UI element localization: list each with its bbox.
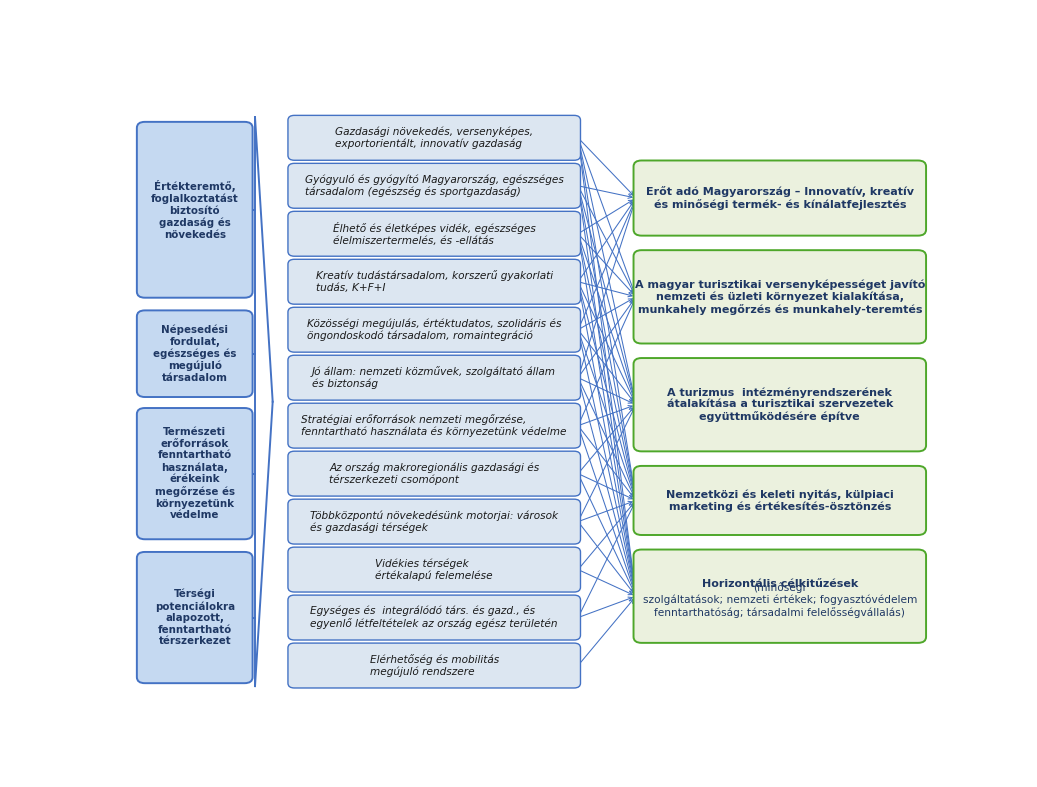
Text: Élhető és életképes vidék, egészséges
élelmiszertermelés, és -ellátás: Élhető és életképes vidék, egészséges él…	[333, 222, 536, 246]
FancyBboxPatch shape	[288, 643, 581, 688]
Text: Közösségi megújulás, értéktudatos, szolidáris és
öngondoskodó társadalom, romain: Közösségi megújulás, értéktudatos, szoli…	[307, 319, 561, 341]
FancyBboxPatch shape	[288, 595, 581, 640]
Text: Elérhetőség és mobilitás
megújuló rendszere: Elérhetőség és mobilitás megújuló rendsz…	[369, 654, 499, 677]
FancyBboxPatch shape	[288, 403, 581, 448]
Text: Az ország makroregionális gazdasági és
térszerkezeti csomópont: Az ország makroregionális gazdasági és t…	[329, 462, 539, 485]
Text: (minőségi
szolgáltatások; nemzeti értékek; fogyasztóvédelem
fenntarthatóság; tár: (minőségi szolgáltatások; nemzeti értéke…	[643, 582, 917, 618]
FancyBboxPatch shape	[634, 161, 926, 235]
Text: Többközpontú növekedésünk motorjai: városok
és gazdasági térségek: Többközpontú növekedésünk motorjai: váro…	[310, 510, 558, 533]
FancyBboxPatch shape	[634, 250, 926, 343]
Text: Népesedési
fordulat,
egészséges és
megújuló
társadalom: Népesedési fordulat, egészséges és megúj…	[153, 325, 236, 382]
FancyBboxPatch shape	[288, 164, 581, 209]
Text: Nemzetközi és keleti nyitás, külpiaci
marketing és értékesítés-ösztönzés: Nemzetközi és keleti nyitás, külpiaci ma…	[666, 489, 894, 512]
Text: A turizmus  intézményrendszerének
átalakítása a turisztikai szervezetek
együttmű: A turizmus intézményrendszerének átalakí…	[667, 387, 893, 422]
FancyBboxPatch shape	[288, 259, 581, 305]
FancyBboxPatch shape	[288, 499, 581, 544]
FancyBboxPatch shape	[137, 408, 253, 539]
FancyBboxPatch shape	[634, 466, 926, 535]
FancyBboxPatch shape	[288, 547, 581, 592]
Text: Jó állam: nemzeti közművek, szolgáltató állam
és biztonság: Jó állam: nemzeti közművek, szolgáltató …	[312, 366, 556, 390]
FancyBboxPatch shape	[288, 307, 581, 352]
Text: Kreatív tudástársadalom, korszerű gyakorlati
tudás, K+F+I: Kreatív tudástársadalom, korszerű gyakor…	[315, 271, 553, 293]
Text: Vidékies térségek
értékalapú felemelése: Vidékies térségek értékalapú felemelése	[375, 558, 493, 581]
Text: Természeti
erőforrások
fenntartható
használata,
érékeink
megőrzése és
környezetü: Természeti erőforrások fenntartható hasz…	[155, 427, 234, 520]
Text: Erőt adó Magyarország – Innovatív, kreatív
és minőségi termék- és kínálatfejlesz: Erőt adó Magyarország – Innovatív, kreat…	[646, 187, 914, 210]
Text: A magyar turisztikai versenyképességet javító
nemzeti és üzleti környezet kialak: A magyar turisztikai versenyképességet j…	[635, 279, 925, 315]
FancyBboxPatch shape	[137, 552, 253, 683]
FancyBboxPatch shape	[288, 451, 581, 496]
FancyBboxPatch shape	[634, 549, 926, 643]
Text: Gyógyuló és gyógyító Magyarország, egészséges
társadalom (egészség és sportgazda: Gyógyuló és gyógyító Magyarország, egész…	[305, 175, 564, 197]
Text: Térségi
potenciálokra
alapozott,
fenntartható
térszerkezet: Térségi potenciálokra alapozott, fenntar…	[155, 589, 234, 646]
Text: Horizontális célkitűzések: Horizontális célkitűzések	[702, 579, 858, 589]
Text: Stratégiai erőforrások nemzeti megőrzése,
fenntartható használata és környezetün: Stratégiai erőforrások nemzeti megőrzése…	[302, 414, 567, 438]
FancyBboxPatch shape	[634, 358, 926, 452]
Text: Értékteremtő,
foglalkoztatást
biztosító
gazdaság és
növekedés: Értékteremtő, foglalkoztatást biztosító …	[150, 180, 239, 239]
Text: Gazdasági növekedés, versenyképes,
exportorientált, innovatív gazdaság: Gazdasági növekedés, versenyképes, expor…	[335, 127, 533, 150]
FancyBboxPatch shape	[288, 355, 581, 400]
FancyBboxPatch shape	[288, 212, 581, 257]
Text: Egységes és  integrálódó társ. és gazd., és
egyenlő létfeltételek az ország egés: Egységes és integrálódó társ. és gazd., …	[310, 606, 558, 629]
FancyBboxPatch shape	[288, 116, 581, 161]
FancyBboxPatch shape	[137, 122, 253, 297]
FancyBboxPatch shape	[137, 310, 253, 397]
